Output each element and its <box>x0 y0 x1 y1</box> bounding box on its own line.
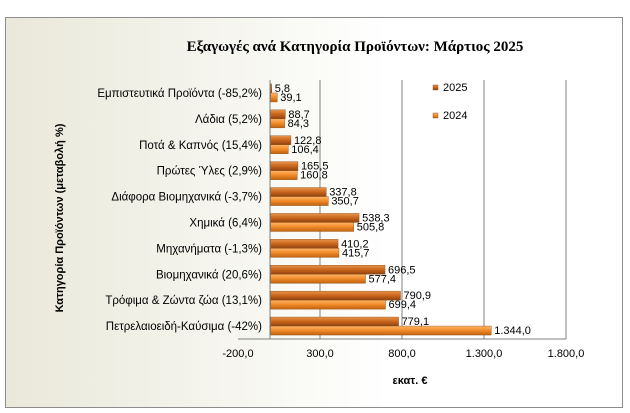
bar-2024 <box>270 144 289 154</box>
bar-2025 <box>270 135 292 145</box>
category-labels: Εμπιστευτικά Προϊόντα (-85,2%) Λάδια (5,2… <box>97 88 262 333</box>
legend-label-2025: 2025 <box>443 82 467 94</box>
category-label: Μηχανήματα (-1,3%) <box>156 243 262 255</box>
category-label: Εμπιστευτικά Προϊόντα (-85,2%) <box>97 88 262 100</box>
data-label-2025: 88,7 <box>288 109 309 121</box>
data-label-2024: 699,4 <box>389 299 417 311</box>
category-label: Ποτά & Καπνός (15,4%) <box>139 140 262 152</box>
legend-swatch-2025 <box>432 84 439 91</box>
data-label-2025: 779,1 <box>402 316 430 328</box>
x-axis-label: εκατ. € <box>393 375 428 387</box>
y-axis-label: Κατηγορία Προϊόντων (μεταβολή %) <box>54 123 66 312</box>
category-label: Λάδια (5,2%) <box>195 114 262 126</box>
data-label-2024: 577,4 <box>368 273 396 285</box>
x-tick-label: 1.800,0 <box>548 348 585 360</box>
category-label: Χημικά (6,4%) <box>189 217 262 229</box>
chart-frame <box>5 17 623 408</box>
data-label-2024: 350,7 <box>331 196 359 208</box>
bar-2024 <box>270 248 340 258</box>
category-label: Βιομηχανικά (20,6%) <box>156 269 262 281</box>
data-label-2025: 790,9 <box>404 290 432 302</box>
bar-2025 <box>270 187 327 197</box>
bar-2024 <box>270 274 366 284</box>
data-label-2024: 415,7 <box>342 247 370 259</box>
data-label-2024: 505,8 <box>357 221 385 233</box>
bar-2025 <box>270 316 399 327</box>
data-label-2024: 160,8 <box>300 170 328 182</box>
data-label-2024: 39,1 <box>280 92 301 104</box>
x-tick-label: 1.300,0 <box>466 348 503 360</box>
bar-2025 <box>270 239 339 249</box>
data-label-2025: 538,3 <box>362 212 390 224</box>
data-label-2024: 84,3 <box>288 118 309 130</box>
x-tick-label: -200,0 <box>222 348 253 360</box>
category-label: Τρόφιμα & Ζώντα ζώα (13,1%) <box>105 295 262 307</box>
data-label-2025: 5,8 <box>275 83 290 95</box>
data-label-2025: 410,2 <box>341 238 369 250</box>
bar-2025 <box>270 161 299 171</box>
legend-swatch-2024 <box>432 112 439 119</box>
bar-2024 <box>270 170 298 180</box>
chart-title: Εξαγωγές ανά Κατηγορία Προϊόντων: Μάρτιο… <box>187 39 524 55</box>
data-label-2025: 696,5 <box>388 264 416 276</box>
data-label-2025: 165,5 <box>301 161 329 173</box>
x-tick-label: 800,0 <box>388 348 416 360</box>
category-label: Πρώτες Ύλες (2,9%) <box>157 166 263 178</box>
bar-2024 <box>270 92 278 103</box>
data-label-2024: 1.344,0 <box>494 325 531 337</box>
data-label-2025: 122,8 <box>294 135 322 147</box>
x-tick-labels: -200,0 300,0 800,0 1.300,0 1.800,0 <box>222 348 584 360</box>
data-label-2025: 337,8 <box>329 187 357 199</box>
bar-2024 <box>270 118 285 129</box>
category-label: Πετρελαιοειδή-Καύσιμα (-42%) <box>106 321 262 333</box>
legend-label-2024: 2024 <box>443 110 467 122</box>
bars <box>270 83 492 336</box>
legend: 2025 2024 <box>432 82 467 122</box>
bar-2024 <box>270 196 329 206</box>
bar-2025 <box>270 290 401 301</box>
data-label-2024: 106,4 <box>291 144 319 156</box>
bar-2025 <box>270 83 272 94</box>
bar-2025 <box>270 213 360 223</box>
bar-2024 <box>270 325 492 336</box>
bar-2024 <box>270 299 386 310</box>
bar-2025 <box>270 109 286 120</box>
bar-2024 <box>270 222 354 232</box>
x-tick-label: 300,0 <box>306 348 334 360</box>
category-label: Διάφορα Βιομηχανικά (-3,7%) <box>111 192 262 204</box>
